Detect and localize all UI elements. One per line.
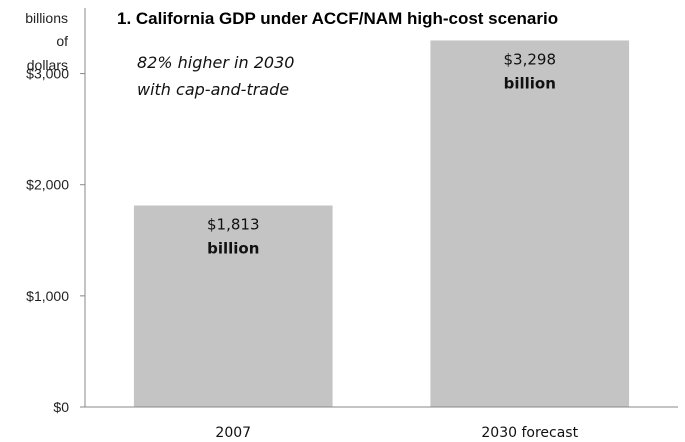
x-category-label: 2030 forecast: [481, 425, 578, 441]
y-axis-label-line-3: dollars: [27, 57, 68, 73]
bar-unit-label: billion: [504, 74, 556, 92]
annotation-line-2: with cap-and-trade: [137, 80, 289, 99]
annotation-line-1: 82% higher in 2030: [137, 53, 294, 72]
x-labels-layer: 2007 2030 forecast: [215, 425, 578, 441]
bars-layer: $1,813 billion $3,298 billion: [133, 40, 630, 407]
bar-unit-label: billion: [207, 239, 259, 257]
y-tick-label: $1,000: [26, 288, 69, 304]
y-tick-label: $3,000: [26, 66, 69, 82]
chart-title: 1. California GDP under ACCF/NAM high-co…: [117, 9, 558, 28]
y-tick-label: $0: [53, 399, 69, 415]
bar-value-label: $1,813: [207, 215, 260, 233]
bar: [430, 40, 630, 407]
y-axis-label-line-1: billions: [25, 10, 68, 26]
x-category-label: 2007: [215, 425, 251, 441]
bar: [133, 205, 333, 407]
bar-value-label: $3,298: [504, 50, 557, 68]
y-tick-label: $2,000: [26, 177, 69, 193]
y-axis-label-line-2: of: [56, 33, 68, 49]
y-ticks-layer: $0 $1,000 $2,000 $3,000: [26, 66, 85, 415]
